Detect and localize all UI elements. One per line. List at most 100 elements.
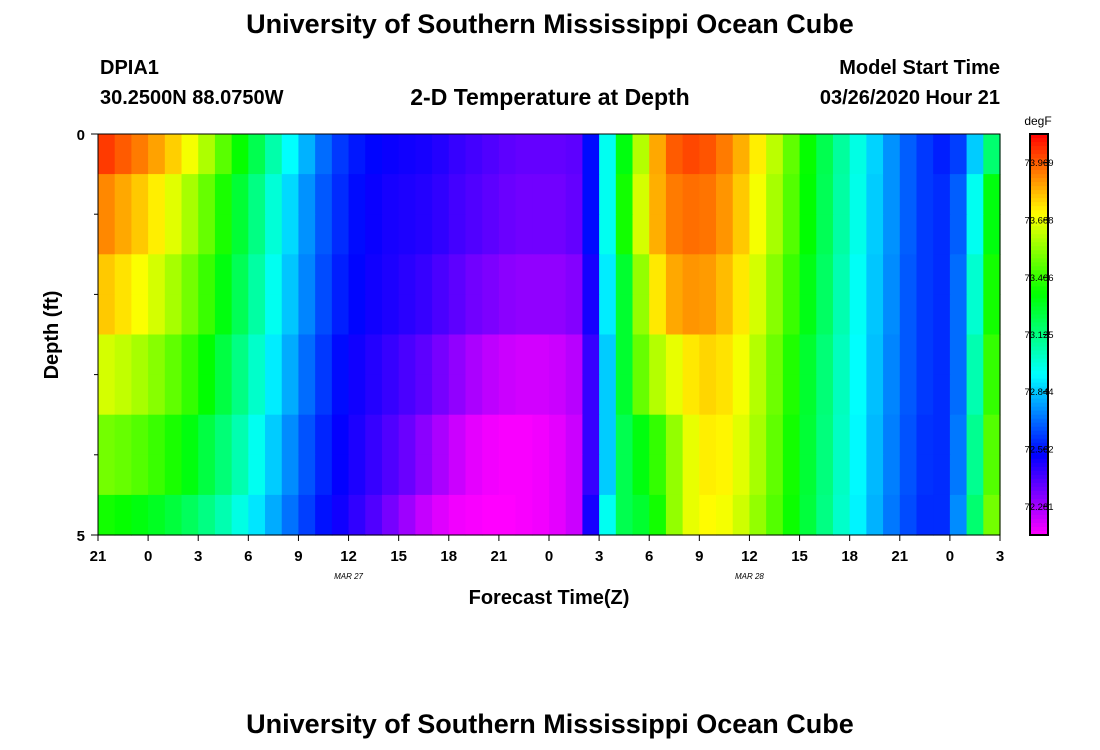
colorbar-segment [1030,446,1048,452]
heatmap-cell [699,334,717,376]
heatmap-cell [782,494,801,536]
heatmap-cell [699,454,717,496]
heatmap-cell [381,494,400,536]
heatmap-cell [582,454,600,496]
heatmap-cell [265,174,283,215]
heatmap-cell [682,334,700,376]
heatmap-cell [432,214,450,255]
heatmap-cell [549,214,567,255]
heatmap-cell [916,334,934,376]
heatmap-cell [549,454,567,496]
colorbar-segment [1030,486,1048,492]
heatmap-cell [365,374,383,416]
heatmap-cell [682,454,700,496]
heatmap-cell [381,174,400,215]
heatmap-cell [131,494,149,536]
colorbar-segment [1030,202,1048,207]
colorbar-segment [1030,326,1048,332]
heatmap-cell [131,254,149,295]
x-tick-label: 0 [144,548,152,565]
heatmap-cell [131,174,149,215]
heatmap-cell [832,174,851,215]
heatmap-cell [214,414,233,456]
heatmap-cell [766,174,784,215]
heatmap-cell [348,294,366,336]
heatmap-cell [131,214,149,255]
colorbar-segment [1030,366,1048,372]
heatmap-cell [198,334,216,376]
colorbar-label: 73.969 [1024,158,1053,169]
heatmap-cell [849,174,867,215]
heatmap-cell [248,294,266,336]
heatmap-cell [198,174,216,215]
heatmap-cell [632,134,650,175]
heatmap-cell [832,334,851,376]
colorbar-segment [1030,470,1048,476]
heatmap-cell [949,414,968,456]
heatmap-cell [181,414,199,456]
heatmap-cell [114,334,132,376]
heatmap-cell [549,414,567,456]
heatmap-cell [933,454,951,496]
heatmap-cell [131,294,149,336]
heatmap-cell [866,374,884,416]
heatmap-cell [448,254,467,295]
heatmap-cell [849,294,867,336]
colorbar-segment [1030,322,1048,328]
heatmap-cell [983,494,1001,536]
colorbar-segment [1030,406,1048,412]
heatmap-cell [565,174,583,215]
heatmap-cell [916,214,934,255]
heatmap-cell [849,374,867,416]
heatmap-cell [214,294,233,336]
heatmap-cell [181,254,199,295]
heatmap-cell [949,454,968,496]
heatmap-cell [498,134,517,175]
heatmap-cell [966,374,984,416]
heatmap-cell [448,454,467,496]
heatmap-cell [231,254,249,295]
heatmap-cell [599,374,617,416]
heatmap-cell [114,134,132,175]
heatmap-cell [214,374,233,416]
heatmap-cell [331,494,350,536]
heatmap-cells [98,134,1001,536]
heatmap-cell [849,414,867,456]
heatmap-cell [766,294,784,336]
heatmap-cell [381,134,400,175]
colorbar-segment [1030,330,1048,336]
heatmap-cell [398,374,416,416]
heatmap-cell [164,454,183,496]
heatmap-cell [515,134,533,175]
heatmap-cell [716,454,734,496]
heatmap-cell [649,334,667,376]
heatmap-cell [181,174,199,215]
colorbar-segment [1030,386,1048,392]
heatmap-cell [265,374,283,416]
heatmap-cell [114,454,132,496]
heatmap-cell [432,294,450,336]
heatmap-cell [732,294,751,336]
heatmap-cell [549,134,567,175]
heatmap-cell [298,454,316,496]
heatmap-cell [331,254,350,295]
heatmap-cell [732,174,751,215]
colorbar-segment [1030,146,1048,151]
colorbar-segment [1030,526,1048,532]
heatmap-cell [214,134,233,175]
heatmap-cell [515,334,533,376]
colorbar-segment [1030,206,1048,211]
heatmap-cell [799,454,817,496]
colorbar-segment [1030,198,1048,203]
heatmap-cell [816,454,834,496]
heatmap-cell [766,214,784,255]
heatmap-cell [766,454,784,496]
heatmap-cell [432,174,450,215]
colorbar-segment [1030,438,1048,444]
colorbar-segment [1030,458,1048,464]
heatmap-cell [315,174,333,215]
colorbar-segment [1030,226,1048,231]
heatmap-cell [265,454,283,496]
model-start-time: 03/26/2020 Hour 21 [819,87,1000,109]
heatmap-cell [866,214,884,255]
